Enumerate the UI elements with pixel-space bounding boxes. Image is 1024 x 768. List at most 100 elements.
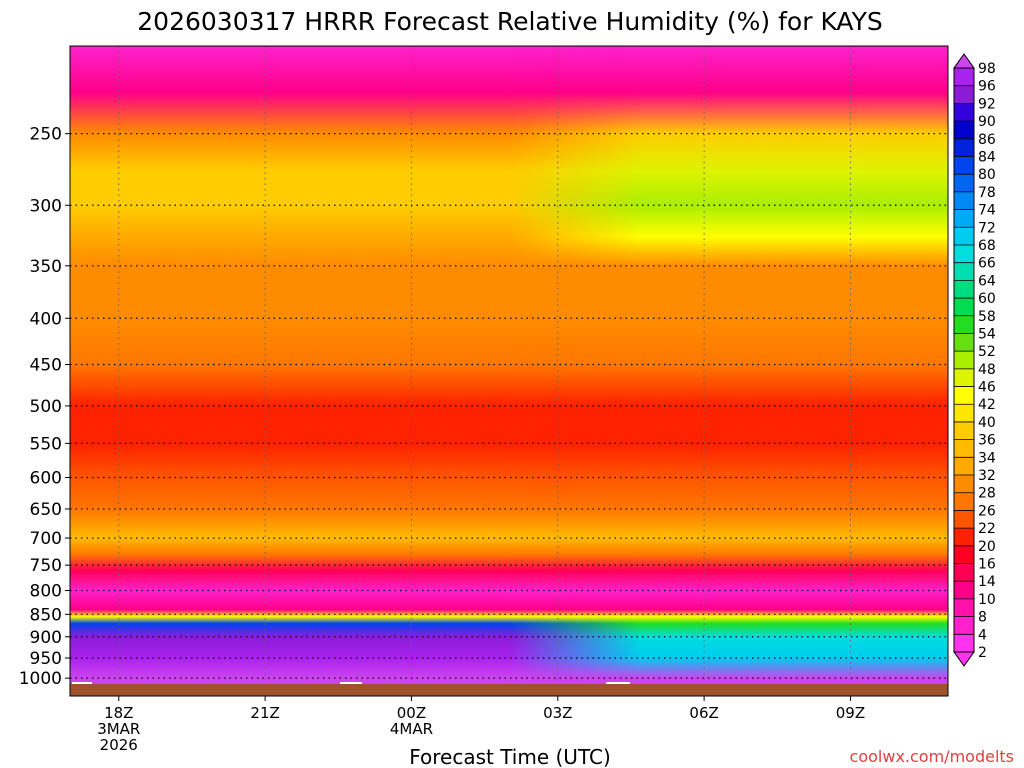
pressure-axis: 250 300 350 400 450 500 550 600 650 700 750 800 850 9… xyxy=(19,125,70,689)
colorbar-swatch xyxy=(954,439,974,458)
time-tick-label: 06Z xyxy=(689,704,718,722)
time-tick-date: 3MAR xyxy=(97,720,140,738)
colorbar-label: 20 xyxy=(978,539,996,555)
colorbar-swatch xyxy=(954,85,974,104)
pressure-tick-label: 800 xyxy=(30,582,62,602)
colorbar-swatch xyxy=(954,262,974,281)
time-tick-label: 09Z xyxy=(836,704,865,722)
colorbar-swatch xyxy=(954,156,974,175)
time-tick-label: 03Z xyxy=(543,704,572,722)
colorbar-label: 40 xyxy=(978,415,996,431)
pressure-tick-label: 750 xyxy=(30,556,62,576)
colorbar-swatch xyxy=(954,368,974,388)
colorbar-swatch xyxy=(954,386,974,405)
pressure-tick-label: 400 xyxy=(30,309,62,329)
pressure-tick-label: 550 xyxy=(30,434,62,454)
colorbar-swatch xyxy=(954,457,974,476)
colorbar-swatch xyxy=(954,598,974,618)
pressure-tick-label: 850 xyxy=(30,605,62,625)
colorbar-label: 26 xyxy=(978,503,996,519)
colorbar-swatch xyxy=(954,191,974,211)
colorbar-swatch xyxy=(954,581,974,600)
pressure-tick-label: 350 xyxy=(30,257,62,277)
colorbar-swatch xyxy=(954,421,974,441)
colorbar-swatch xyxy=(954,351,974,370)
colorbar-swatch xyxy=(954,244,974,264)
pressure-tick-label: 600 xyxy=(30,469,62,489)
colorbar-label: 58 xyxy=(978,309,996,325)
credit-text: coolwx.com/modelts xyxy=(850,747,1014,766)
pressure-tick-label: 1000 xyxy=(19,669,62,689)
colorbar-label: 36 xyxy=(978,433,996,449)
colorbar-swatch xyxy=(954,209,974,228)
colorbar-swatch xyxy=(954,545,974,565)
colorbar-label: 14 xyxy=(978,574,996,590)
colorbar-label: 54 xyxy=(978,326,996,342)
colorbar-label: 66 xyxy=(978,256,996,272)
colorbar-label: 98 xyxy=(978,61,996,77)
colorbar-swatch xyxy=(954,475,974,494)
colorbar-top-arrow xyxy=(953,53,975,69)
colorbar-label: 92 xyxy=(978,96,996,112)
pressure-tick-label: 250 xyxy=(30,125,62,145)
colorbar-label: 96 xyxy=(978,79,996,95)
colorbar-label: 72 xyxy=(978,220,996,236)
colorbar-swatch xyxy=(954,492,974,511)
rh-field-later-hours xyxy=(70,46,948,684)
time-tick-date: 4MAR xyxy=(390,720,433,738)
colorbar-label: 80 xyxy=(978,167,996,183)
colorbar-label: 4 xyxy=(978,627,987,643)
colorbar-swatch xyxy=(954,616,974,635)
time-gridlines xyxy=(118,46,851,684)
colorbar-swatch xyxy=(954,280,974,299)
pressure-tick-label: 950 xyxy=(30,649,62,669)
colorbar-swatch xyxy=(954,174,974,193)
colorbar-label: 68 xyxy=(978,238,996,254)
pressure-tick-label: 900 xyxy=(30,628,62,648)
colorbar-swatch xyxy=(954,563,974,582)
colorbar-label: 2 xyxy=(978,645,987,661)
colorbar-label: 60 xyxy=(978,291,996,307)
colorbar-label: 90 xyxy=(978,114,996,130)
colorbar-swatch xyxy=(954,315,974,334)
colorbar-label: 10 xyxy=(978,592,996,608)
plot-frame xyxy=(69,45,949,697)
colorbar-label: 84 xyxy=(978,149,996,165)
colorbar-label: 52 xyxy=(978,344,996,360)
colorbar-label: 32 xyxy=(978,468,996,484)
time-tick-label: 21Z xyxy=(250,704,279,722)
colorbar-label: 16 xyxy=(978,557,996,573)
ground-strip xyxy=(70,684,948,696)
colorbar-label: 64 xyxy=(978,273,996,289)
colorbar-swatch xyxy=(954,121,974,140)
time-tick-label: 18Z xyxy=(104,704,133,722)
time-tick-label: 00Z xyxy=(397,704,426,722)
pressure-tick-label: 650 xyxy=(30,500,62,520)
colorbar-label: 48 xyxy=(978,362,996,378)
pressure-tick-label: 450 xyxy=(30,356,62,376)
pressure-gridlines xyxy=(70,133,948,679)
colorbar-label: 74 xyxy=(978,203,996,219)
colorbar-bottom-arrow xyxy=(953,651,975,667)
colorbar-swatch xyxy=(954,298,974,317)
plot-area xyxy=(69,45,949,697)
pressure-tick-label: 700 xyxy=(30,529,62,549)
colorbar-swatch xyxy=(954,68,974,87)
colorbar-label: 42 xyxy=(978,397,996,413)
colorbar-label: 22 xyxy=(978,521,996,537)
colorbar-swatch xyxy=(954,333,974,352)
colorbar-label: 28 xyxy=(978,486,996,502)
time-tick-year: 2026 xyxy=(100,736,138,754)
pressure-tick-label: 300 xyxy=(30,196,62,216)
colorbar-label: 46 xyxy=(978,380,996,396)
colorbar-swatch xyxy=(954,138,974,157)
colorbar-swatch xyxy=(954,528,974,547)
colorbar-swatch xyxy=(954,404,974,423)
chart-title: 2026030317 HRRR Forecast Relative Humidi… xyxy=(137,7,882,36)
colorbar: 9896929086848078747268666460585452484642… xyxy=(953,53,996,667)
colorbar-label: 78 xyxy=(978,185,996,201)
colorbar-swatch xyxy=(954,103,974,122)
colorbar-label: 86 xyxy=(978,132,996,148)
